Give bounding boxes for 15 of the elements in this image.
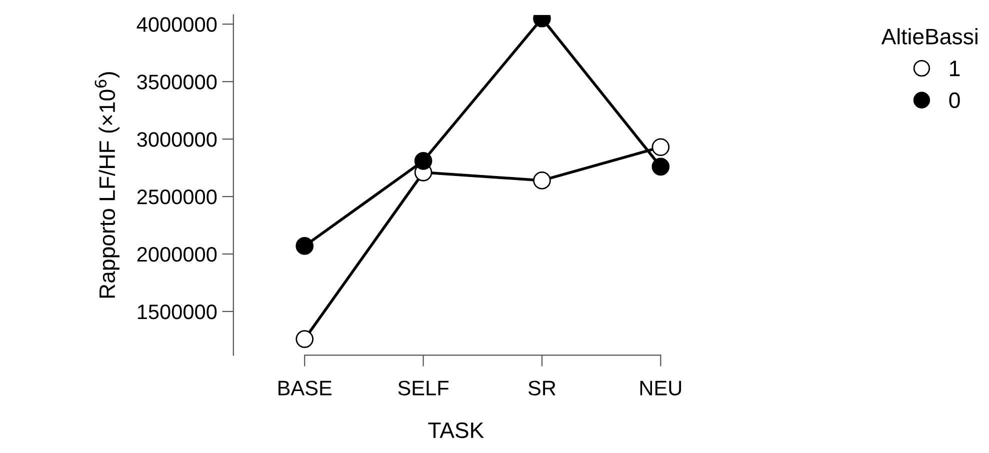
- legend-title: AltieBassi: [881, 28, 978, 44]
- x-tick-label: SELF: [398, 380, 449, 396]
- x-tick-label: SR: [528, 380, 556, 396]
- legend-label: 0: [949, 92, 960, 108]
- y-tick-label: 1500000: [138, 304, 217, 320]
- x-tick-label: BASE: [278, 380, 332, 396]
- y-axis-title: Rapporto LF/HF (×10$^{6}$): [94, 72, 120, 298]
- x-tick-label: NEU: [640, 380, 682, 396]
- y-tick-label: 2500000: [137, 190, 217, 204]
- x-axis-title: TASK: [428, 422, 484, 438]
- legend-label: 1: [950, 60, 960, 76]
- y-tick-label: 4000000: [136, 17, 217, 32]
- y-tick-label: 2000000: [137, 247, 217, 262]
- y-tick-label: 3500000: [137, 74, 217, 90]
- y-tick-label: 3000000: [137, 132, 217, 147]
